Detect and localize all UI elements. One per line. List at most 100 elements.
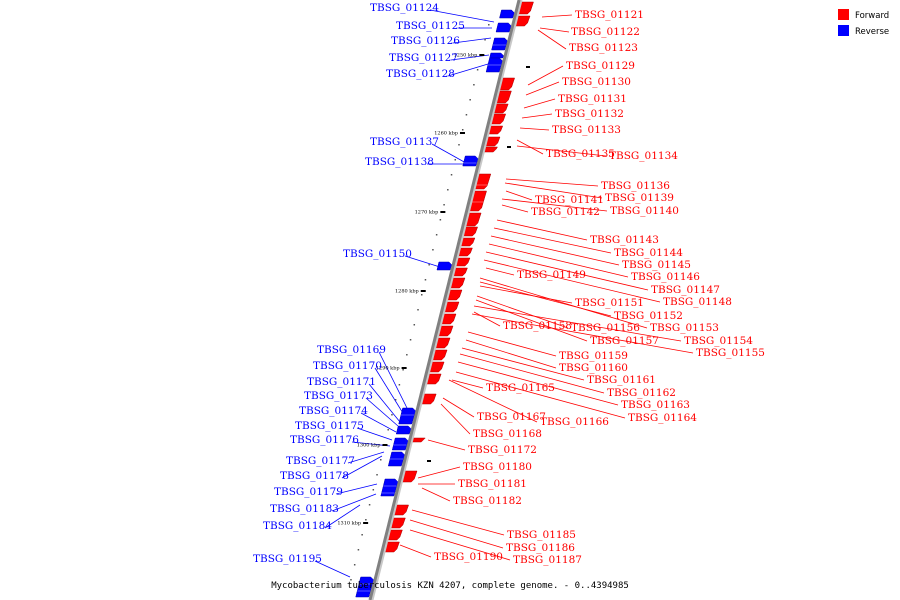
gene-label-tbsg-01126[interactable]: TBSG_01126 — [391, 35, 460, 47]
gene-label-tbsg-01187[interactable]: TBSG_01187 — [513, 554, 582, 566]
gene-label-tbsg-01163[interactable]: TBSG_01163 — [621, 399, 690, 411]
gene-label-tbsg-01175[interactable]: TBSG_01175 — [295, 420, 364, 432]
gene-label-tbsg-01140[interactable]: TBSG_01140 — [610, 205, 679, 217]
gene-label-tbsg-01137[interactable]: TBSG_01137 — [370, 136, 439, 148]
axis-minor-tick — [406, 354, 408, 356]
leader-tbsg-01157 — [475, 299, 588, 342]
axis-minor-tick — [435, 234, 438, 236]
gene-label-tbsg-01121[interactable]: TBSG_01121 — [575, 9, 644, 21]
gene-label-tbsg-01158[interactable]: TBSG_01158 — [503, 320, 572, 332]
gene-label-tbsg-01139[interactable]: TBSG_01139 — [605, 192, 674, 204]
gene-label-tbsg-01185[interactable]: TBSG_01185 — [507, 529, 576, 541]
gene-label-tbsg-01124[interactable]: TBSG_01124 — [370, 2, 439, 14]
gene-label-tbsg-01145[interactable]: TBSG_01145 — [622, 259, 691, 271]
gene-label-tbsg-01166[interactable]: TBSG_01166 — [540, 416, 609, 428]
gene-label-tbsg-01181[interactable]: TBSG_01181 — [458, 478, 527, 490]
gene-label-tbsg-01171[interactable]: TBSG_01171 — [307, 376, 376, 388]
scale-tick — [401, 367, 407, 369]
gene-label-tbsg-01169[interactable]: TBSG_01169 — [317, 344, 386, 356]
gene-label-tbsg-01143[interactable]: TBSG_01143 — [590, 234, 659, 246]
gene-label-tbsg-01135[interactable]: TBSG_01135 — [546, 148, 615, 160]
gene-label-tbsg-01123[interactable]: TBSG_01123 — [569, 42, 638, 54]
reverse-gene-block — [395, 425, 412, 435]
gene-label-tbsg-01174[interactable]: TBSG_01174 — [299, 405, 368, 417]
gene-label-tbsg-01153[interactable]: TBSG_01153 — [650, 322, 719, 334]
gene-label-tbsg-01161[interactable]: TBSG_01161 — [587, 374, 656, 386]
gene-label-tbsg-01127[interactable]: TBSG_01127 — [389, 52, 458, 64]
gene-label-tbsg-01133[interactable]: TBSG_01133 — [552, 124, 621, 136]
gene-label-tbsg-01132[interactable]: TBSG_01132 — [555, 108, 624, 120]
gene-label-tbsg-01173[interactable]: TBSG_01173 — [304, 390, 373, 402]
axis-minor-tick — [361, 534, 363, 536]
leader-tbsg-01179 — [335, 483, 378, 495]
gene-label-tbsg-01134[interactable]: TBSG_01134 — [609, 150, 678, 162]
leader-tbsg-01164 — [455, 371, 626, 419]
gene-label-tbsg-01129[interactable]: TBSG_01129 — [566, 60, 635, 72]
gene-label-tbsg-01142[interactable]: TBSG_01142 — [531, 206, 600, 218]
gene-label-tbsg-01176[interactable]: TBSG_01176 — [290, 434, 359, 446]
gene-label-tbsg-01172[interactable]: TBSG_01172 — [468, 444, 537, 456]
axis-minor-tick — [484, 39, 486, 41]
gene-label-tbsg-01150[interactable]: TBSG_01150 — [343, 248, 412, 260]
gene-label-tbsg-01146[interactable]: TBSG_01146 — [631, 271, 700, 283]
gene-label-tbsg-01149[interactable]: TBSG_01149 — [517, 269, 586, 281]
gene-label-tbsg-01170[interactable]: TBSG_01170 — [313, 360, 382, 372]
gene-label-tbsg-01152[interactable]: TBSG_01152 — [614, 310, 683, 322]
axis-minor-tick — [458, 144, 460, 146]
gene-label-tbsg-01190[interactable]: TBSG_01190 — [434, 551, 503, 563]
gene-label-tbsg-01141[interactable]: TBSG_01141 — [535, 194, 604, 206]
gene-label-tbsg-01130[interactable]: TBSG_01130 — [562, 76, 631, 88]
leader-tbsg-01140 — [501, 198, 608, 212]
leader-tbsg-01167 — [442, 397, 475, 418]
leader-tbsg-01166 — [448, 379, 538, 423]
reverse-gene-block — [485, 57, 503, 73]
scale-label: 1290 kbp — [376, 366, 400, 372]
gene-label-tbsg-01178[interactable]: TBSG_01178 — [280, 470, 349, 482]
axis-minor-tick — [424, 279, 427, 281]
gene-label-tbsg-01138[interactable]: TBSG_01138 — [365, 156, 434, 168]
gene-label-tbsg-01156[interactable]: TBSG_01156 — [571, 322, 640, 334]
gene-label-tbsg-01182[interactable]: TBSG_01182 — [453, 495, 522, 507]
gene-label-tbsg-01125[interactable]: TBSG_01125 — [396, 20, 465, 32]
gene-label-tbsg-01157[interactable]: TBSG_01157 — [590, 335, 659, 347]
gene-label-tbsg-01165[interactable]: TBSG_01165 — [486, 382, 555, 394]
gene-label-tbsg-01180[interactable]: TBSG_01180 — [463, 461, 532, 473]
gene-label-tbsg-01131[interactable]: TBSG_01131 — [558, 93, 627, 105]
gene-label-tbsg-01154[interactable]: TBSG_01154 — [684, 335, 753, 347]
gene-label-tbsg-01168[interactable]: TBSG_01168 — [473, 428, 542, 440]
scale-label: 1260 kbp — [434, 131, 458, 137]
legend-forward-label: Forward — [855, 11, 889, 21]
leader-tbsg-01145 — [490, 235, 620, 266]
leader-tbsg-01186 — [409, 519, 504, 549]
axis-minor-tick — [469, 99, 471, 101]
gene-label-tbsg-01195[interactable]: TBSG_01195 — [253, 553, 322, 565]
gene-label-tbsg-01177[interactable]: TBSG_01177 — [286, 455, 355, 467]
gene-label-tbsg-01148[interactable]: TBSG_01148 — [663, 296, 732, 308]
gene-label-tbsg-01122[interactable]: TBSG_01122 — [571, 26, 640, 38]
label-leader-lines — [314, 9, 694, 578]
gene-label-tbsg-01179[interactable]: TBSG_01179 — [274, 486, 343, 498]
axis-minor-tick — [376, 474, 378, 476]
leader-tbsg-01137 — [431, 143, 467, 164]
gene-label-tbsg-01159[interactable]: TBSG_01159 — [559, 350, 628, 362]
gene-label-tbsg-01184[interactable]: TBSG_01184 — [263, 520, 332, 532]
gene-label-tbsg-01128[interactable]: TBSG_01128 — [386, 68, 455, 80]
gene-label-tbsg-01144[interactable]: TBSG_01144 — [614, 247, 683, 259]
gene-label-tbsg-01167[interactable]: TBSG_01167 — [477, 411, 546, 423]
leader-tbsg-01162 — [459, 353, 605, 394]
gene-label-tbsg-01136[interactable]: TBSG_01136 — [601, 180, 670, 192]
gene-label-tbsg-01151[interactable]: TBSG_01151 — [575, 297, 644, 309]
gene-label-tbsg-01160[interactable]: TBSG_01160 — [559, 362, 628, 374]
gene-label-tbsg-01155[interactable]: TBSG_01155 — [696, 347, 765, 359]
axis-minor-tick — [353, 564, 356, 566]
leader-tbsg-01185 — [411, 509, 505, 536]
gene-label-tbsg-01162[interactable]: TBSG_01162 — [607, 387, 676, 399]
gene-label-tbsg-01164[interactable]: TBSG_01164 — [628, 412, 697, 424]
leader-tbsg-01123 — [537, 29, 567, 50]
gene-label-tbsg-01183[interactable]: TBSG_01183 — [270, 503, 339, 515]
leader-tbsg-01126 — [452, 37, 492, 44]
gene-label-tbsg-01147[interactable]: TBSG_01147 — [651, 284, 720, 296]
leader-tbsg-01182 — [421, 487, 451, 502]
gene-label-tbsg-01186[interactable]: TBSG_01186 — [506, 542, 575, 554]
